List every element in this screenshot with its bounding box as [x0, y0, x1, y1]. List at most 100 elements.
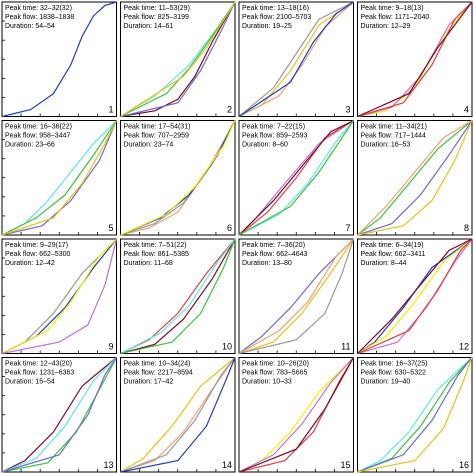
duration-label: Duration: 8–60: [242, 142, 288, 149]
series-line: [238, 238, 355, 355]
peak-time-label: Peak time: 11–53(29): [124, 5, 190, 12]
peak-flow-label: Peak flow: 2100–5703: [242, 14, 311, 21]
duration-label: Duration: 10–33: [242, 379, 292, 386]
series-line: [357, 357, 473, 473]
duration-label: Duration: 19–25: [242, 23, 292, 30]
peak-flow-label: Peak flow: 825–3199: [124, 14, 189, 21]
panel-frame: [357, 357, 473, 473]
panel-8: Peak time: 11–34(21) Peak flow: 717–1444 D…: [357, 119, 473, 236]
peak-flow-label: Peak flow: 717–1444: [361, 133, 426, 140]
series-line: [238, 120, 354, 236]
series-line: [357, 120, 473, 236]
peak-flow-label: Peak flow: 662–5300: [5, 251, 70, 258]
series-line: [120, 1, 236, 118]
series-line: [357, 357, 473, 473]
series-line: [238, 357, 355, 473]
panel-number: 12: [459, 342, 469, 352]
panel-number: 15: [340, 460, 350, 470]
peak-flow-label: Peak flow: 958–3447: [5, 133, 70, 140]
series-line: [357, 357, 473, 473]
series-line: [1, 238, 117, 355]
series-line: [120, 120, 236, 236]
series-line: [120, 357, 236, 473]
series-line: [238, 119, 354, 236]
duration-label: Duration: 8–44: [361, 260, 407, 267]
duration-label: Duration: 13–80: [242, 260, 292, 267]
panel-frame: [1, 1, 117, 117]
series-line: [120, 357, 236, 473]
panel-12: Peak time: 6–34(19) Peak flow: 662–3411 Du…: [357, 238, 473, 355]
series-line: [1, 120, 117, 236]
duration-label: Duration: 23–74: [124, 142, 174, 149]
series-line: [238, 238, 354, 354]
panel-number: 14: [222, 460, 232, 470]
series-line: [238, 119, 354, 236]
series-line: [357, 1, 473, 118]
series-line: [238, 238, 354, 355]
series-line: [120, 238, 236, 355]
peak-time-label: Peak time: 17–54(31): [124, 124, 191, 131]
panel-6: Peak time: 17–54(31) Peak flow: 707–2959 D…: [120, 120, 236, 236]
series-line: [357, 238, 473, 355]
peak-time-label: Peak time: 7–51(22): [124, 242, 187, 249]
series-line: [357, 120, 473, 236]
series-line: [357, 238, 473, 355]
panel-number: 5: [108, 223, 113, 233]
series-line: [238, 357, 354, 473]
peak-time-label: Peak time: 7–36(20): [242, 242, 305, 249]
peak-time-label: Peak time: 16–37(25): [361, 361, 428, 368]
panel-frame: [1, 238, 117, 354]
series-line: [120, 120, 236, 236]
duration-label: Duration: 11–68: [124, 260, 173, 267]
series-line: [1, 357, 117, 473]
panel-number: 10: [222, 342, 232, 352]
series-line: [1, 357, 117, 473]
series-line: [238, 1, 354, 117]
panel-number: 7: [345, 223, 350, 233]
series-line: [357, 238, 473, 355]
series-line: [1, 120, 118, 236]
series-line: [120, 238, 236, 355]
series-line: [120, 357, 236, 473]
panel-3: Peak time: 13–18(16) Peak flow: 2100–5703…: [238, 1, 354, 118]
panel-number: 6: [227, 223, 232, 233]
peak-flow-label: Peak flow: 630–5322: [361, 370, 426, 377]
panel-frame: [120, 120, 236, 236]
panel-number: 16: [459, 460, 469, 470]
panel-10: Peak time: 7–51(22) Peak flow: 861–5385 Du…: [120, 238, 236, 355]
duration-label: Duration: 12–29: [361, 23, 411, 30]
peak-time-label: Peak time: 6–34(19): [361, 242, 424, 249]
panel-5: Peak time: 16–36(22) Peak flow: 958–3447 D…: [1, 120, 118, 236]
series-line: [120, 357, 236, 473]
peak-flow-label: Peak flow: 861–5385: [124, 251, 189, 258]
panel-frame: [120, 238, 236, 354]
peak-flow-label: Peak flow: 859–2593: [242, 133, 307, 140]
peak-flow-label: Peak flow: 662–3411: [361, 251, 426, 258]
duration-label: Duration: 14–61: [124, 23, 174, 30]
series-line: [120, 1, 236, 118]
series-line: [357, 119, 473, 236]
peak-time-label: Peak time: 7–22(15): [242, 124, 305, 131]
panel-frame: [238, 1, 354, 117]
series-line: [238, 120, 354, 236]
series-line: [120, 238, 236, 355]
series-line: [1, 238, 118, 355]
series-line: [238, 238, 354, 355]
panel-number: 2: [227, 105, 232, 115]
peak-time-label: Peak time: 16–36(22): [5, 124, 72, 131]
panel-number: 11: [341, 342, 350, 352]
peak-flow-label: Peak flow: 662–4643: [242, 251, 307, 258]
panel-7: Peak time: 7–22(15) Peak flow: 859–2593 Du…: [238, 119, 354, 236]
duration-label: Duration: 12–42: [5, 260, 55, 267]
panel-number: 3: [345, 105, 350, 115]
panel-number: 1: [108, 105, 113, 115]
peak-time-label: Peak time: 11–34(21): [361, 124, 427, 131]
panel-15: Peak time: 10–26(20) Peak flow: 783–5665 D…: [238, 357, 355, 473]
panel-1: Peak time: 32–32(32) Peak flow: 1838–1838…: [1, 1, 117, 118]
panel-11: Peak time: 7–36(20) Peak flow: 662–4643 Du…: [238, 238, 355, 355]
peak-time-label: Peak time: 10–34(24): [124, 361, 191, 368]
peak-time-label: Peak time: 13–18(16): [242, 5, 309, 12]
peak-flow-label: Peak flow: 783–5665: [242, 370, 307, 377]
peak-time-label: Peak time: 12–43(20): [5, 361, 72, 368]
